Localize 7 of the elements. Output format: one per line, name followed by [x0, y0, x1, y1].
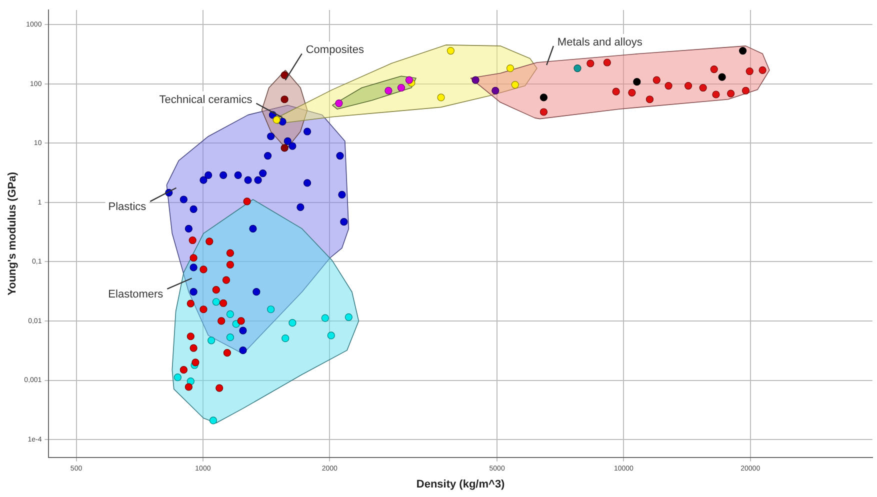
y-axis-title: Young's modulus (GPa) — [6, 172, 19, 296]
x-axis-title: Density (kg/m^3) — [416, 478, 506, 490]
text: Plastics — [108, 200, 147, 213]
text: Technical ceramics — [159, 94, 253, 106]
text: Composites — [306, 44, 364, 56]
series-label: Metals and alloys — [557, 36, 643, 49]
series-label: Elastomers — [108, 288, 164, 300]
